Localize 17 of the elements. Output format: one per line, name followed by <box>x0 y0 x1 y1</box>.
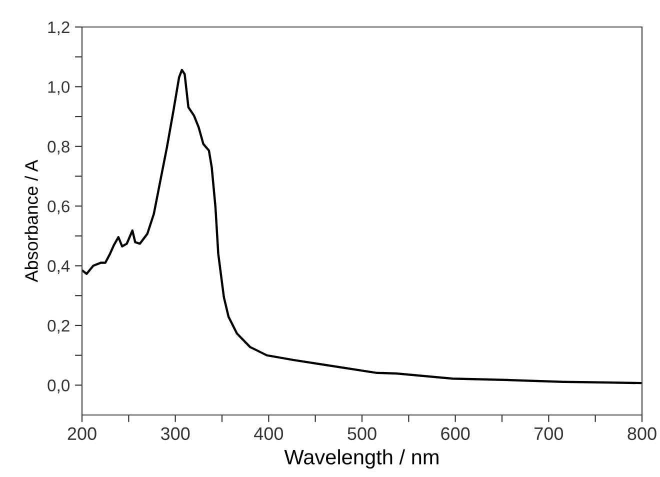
y-tick-label: 1,2 <box>48 21 70 36</box>
line-series <box>82 68 642 384</box>
x-tick-label: 200 <box>68 427 96 440</box>
y-tick-label: 0,4 <box>48 260 70 274</box>
x-tick-label: 800 <box>628 427 656 440</box>
y-tick-label: 0,6 <box>48 200 70 214</box>
y-tick-label: 0,2 <box>48 320 70 334</box>
x-tick-label: 300 <box>160 427 190 440</box>
x-tick-label: 700 <box>534 427 564 440</box>
x-tick-label: 500 <box>348 427 376 440</box>
x-tick-label: 400 <box>254 427 284 440</box>
y-tick-label: 0,8 <box>48 140 70 155</box>
y-tick-label: 0,0 <box>48 380 70 394</box>
y-axis-title: Absorbance / A <box>24 160 38 282</box>
y-tick-label: 1,0 <box>48 81 70 95</box>
x-tick-label: 600 <box>441 427 470 440</box>
x-axis-title: Wavelength / nm <box>284 449 438 469</box>
